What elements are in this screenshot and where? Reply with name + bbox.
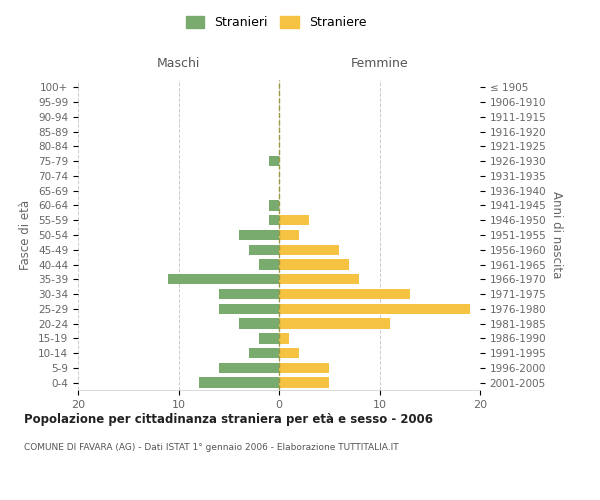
Y-axis label: Anni di nascita: Anni di nascita <box>550 192 563 278</box>
Bar <box>279 333 289 344</box>
Bar <box>269 200 279 210</box>
Bar <box>259 333 279 344</box>
Bar <box>218 289 279 299</box>
Bar <box>239 230 279 240</box>
Text: Popolazione per cittadinanza straniera per età e sesso - 2006: Popolazione per cittadinanza straniera p… <box>24 412 433 426</box>
Bar <box>279 230 299 240</box>
Text: Maschi: Maschi <box>157 57 200 70</box>
Bar <box>199 378 279 388</box>
Y-axis label: Fasce di età: Fasce di età <box>19 200 32 270</box>
Bar <box>259 260 279 270</box>
Bar <box>279 215 309 226</box>
Text: COMUNE DI FAVARA (AG) - Dati ISTAT 1° gennaio 2006 - Elaborazione TUTTITALIA.IT: COMUNE DI FAVARA (AG) - Dati ISTAT 1° ge… <box>24 442 398 452</box>
Bar <box>269 156 279 166</box>
Bar <box>279 289 410 299</box>
Bar <box>249 244 279 255</box>
Bar <box>279 244 340 255</box>
Bar <box>279 348 299 358</box>
Bar <box>279 304 470 314</box>
Bar <box>279 260 349 270</box>
Bar <box>249 348 279 358</box>
Text: Femmine: Femmine <box>350 57 409 70</box>
Bar <box>269 215 279 226</box>
Bar <box>279 362 329 373</box>
Bar <box>169 274 279 284</box>
Bar <box>218 304 279 314</box>
Bar <box>279 378 329 388</box>
Legend: Stranieri, Straniere: Stranieri, Straniere <box>181 11 371 34</box>
Bar <box>279 274 359 284</box>
Bar <box>279 318 389 328</box>
Bar <box>239 318 279 328</box>
Bar <box>218 362 279 373</box>
